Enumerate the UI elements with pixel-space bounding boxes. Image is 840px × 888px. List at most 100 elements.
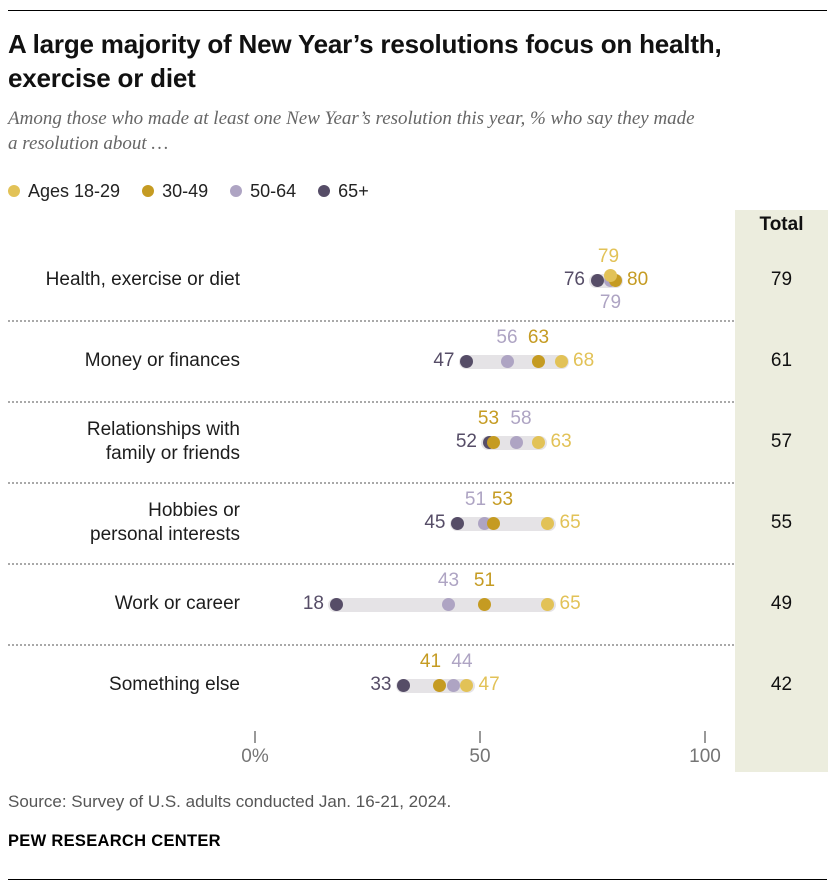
value-label-ages-18-29: 63: [550, 430, 572, 452]
dot-ages-18-29: [554, 355, 568, 369]
connector-bar: [458, 354, 569, 369]
chart-subtitle: Among those who made at least one New Ye…: [8, 107, 695, 155]
total-value: 49: [770, 593, 793, 615]
value-label-65: 33: [370, 673, 392, 695]
dot-ages-18-29: [532, 436, 545, 450]
row-plot-area: 45 51 53 65: [248, 483, 735, 564]
legend-label: 50-64: [250, 180, 297, 201]
axis-tick-label: 50: [469, 745, 491, 767]
axis-tick: [254, 730, 256, 743]
value-label-50-64: 79: [599, 291, 622, 313]
value-label-ages-18-29: 47: [478, 673, 500, 695]
dot-30-49: [433, 679, 446, 693]
value-label-30-49: 63: [527, 326, 550, 348]
legend-dot-icon: [318, 185, 331, 198]
value-label-65: 76: [563, 268, 585, 290]
value-label-30-49: 51: [473, 569, 496, 591]
dot-50-64: [446, 679, 460, 693]
value-label-65: 45: [424, 511, 446, 533]
value-label-ages-18-29: 79: [597, 245, 620, 267]
value-label-50-64: 43: [437, 569, 460, 591]
axis-tick-label: 100: [689, 745, 721, 767]
value-label-50-64: 51: [464, 488, 487, 510]
dot-50-64: [509, 436, 523, 450]
dot-50-64: [500, 355, 514, 369]
dot-plot-chart: Total Health, exercise or diet 76 79 80 79 79…: [8, 209, 828, 772]
legend: Ages 18-29 30-49 50-64 65+: [8, 181, 827, 202]
dot-30-49: [532, 355, 545, 369]
row-plot-area: 47 56 63 68: [248, 321, 735, 402]
bottom-rule: [8, 878, 827, 880]
total-value: 61: [770, 350, 793, 372]
value-label-30-49: 53: [477, 407, 500, 429]
total-column-header: Total: [759, 213, 804, 235]
dot-ages-18-29: [541, 598, 554, 612]
value-label-50-64: 44: [451, 650, 473, 672]
x-axis: 0% 50 100: [8, 726, 827, 772]
connector-bar: [328, 597, 556, 612]
value-label-30-49: 53: [491, 488, 514, 510]
category-label: Work or career: [114, 593, 240, 615]
category-label: Hobbies or personal interests: [90, 499, 240, 546]
chart-row-hobbies-or: Hobbies or personal interests 45 51 53 65 55: [8, 483, 827, 565]
dot-65: [397, 679, 410, 693]
dot-ages-18-29: [541, 517, 554, 531]
legend-label: Ages 18-29: [28, 180, 121, 201]
category-label: Something else: [109, 674, 240, 696]
dot-65: [451, 517, 464, 531]
dot-30-49: [487, 436, 500, 450]
value-label-ages-18-29: 65: [559, 511, 581, 533]
legend-dot-icon: [142, 185, 155, 198]
legend-item-ages-18-29: Ages 18-29: [8, 181, 120, 202]
chart-row-money-or-finances: Money or finances 47 56 63 68 61: [8, 321, 827, 403]
row-plot-area: 18 43 51 65: [248, 564, 735, 645]
total-column-background: [735, 209, 828, 772]
chart-title: A large majority of New Year’s resolutio…: [8, 29, 722, 94]
value-label-ages-18-29: 65: [559, 592, 581, 614]
value-label-ages-18-29: 68: [573, 349, 595, 371]
dot-30-49: [478, 598, 491, 612]
category-label: Relationships with family or friends: [86, 418, 240, 465]
total-value: 55: [770, 512, 793, 534]
value-label-65: 52: [455, 430, 477, 452]
value-label-50-64: 56: [496, 326, 518, 348]
axis-tick: [704, 730, 706, 743]
total-value: 57: [770, 431, 793, 453]
chart-header: Total: [8, 210, 827, 240]
x-axis-ticks: 0% 50 100: [241, 726, 735, 772]
dot-ages-18-29: [460, 679, 473, 693]
row-plot-area: 33 41 44 47: [248, 645, 735, 726]
value-label-50-64: 58: [510, 407, 532, 429]
dot-ages-18-29: [604, 269, 617, 283]
row-plot-area: 52 58 53 63: [248, 402, 735, 483]
top-rule: [8, 10, 827, 11]
total-value: 79: [770, 269, 793, 291]
dot-30-49: [487, 517, 500, 531]
legend-label: 30-49: [162, 180, 209, 201]
value-label-30-49: 41: [419, 650, 442, 672]
legend-item-50-64: 50-64: [230, 181, 296, 202]
connector-bar: [449, 516, 556, 531]
category-label: Money or finances: [84, 350, 240, 372]
chart-row-work-or-career: Work or career 18 43 51 65 49: [8, 564, 827, 646]
category-label: Health, exercise or diet: [45, 269, 240, 291]
brand-pew-research-center: PEW RESEARCH CENTER: [8, 831, 221, 850]
chart-row-relationships-with: Relationships with family or friends 52 58…: [8, 402, 827, 484]
axis-tick-label: 0%: [241, 745, 269, 767]
row-plot-area: 76 79 80 79: [248, 240, 735, 321]
dot-50-64: [442, 598, 455, 612]
chart-row-health-exercise-or-diet: Health, exercise or diet 76 79 80 79 79: [8, 240, 827, 322]
axis-tick: [479, 730, 481, 743]
source-note: Source: Survey of U.S. adults conducted …: [8, 791, 452, 811]
value-label-65: 18: [302, 592, 324, 614]
legend-dot-icon: [8, 185, 20, 198]
chart-row-something-else: Something else 33 41 44 47 42: [8, 645, 827, 726]
legend-item-65: 65+: [318, 181, 369, 202]
dot-65: [590, 274, 604, 288]
legend-item-30-49: 30-49: [142, 181, 208, 202]
value-label-65: 47: [433, 349, 455, 371]
dot-65: [329, 598, 343, 612]
legend-label: 65+: [338, 180, 369, 201]
chart-rows: Health, exercise or diet 76 79 80 79 79 Money …: [8, 240, 827, 726]
